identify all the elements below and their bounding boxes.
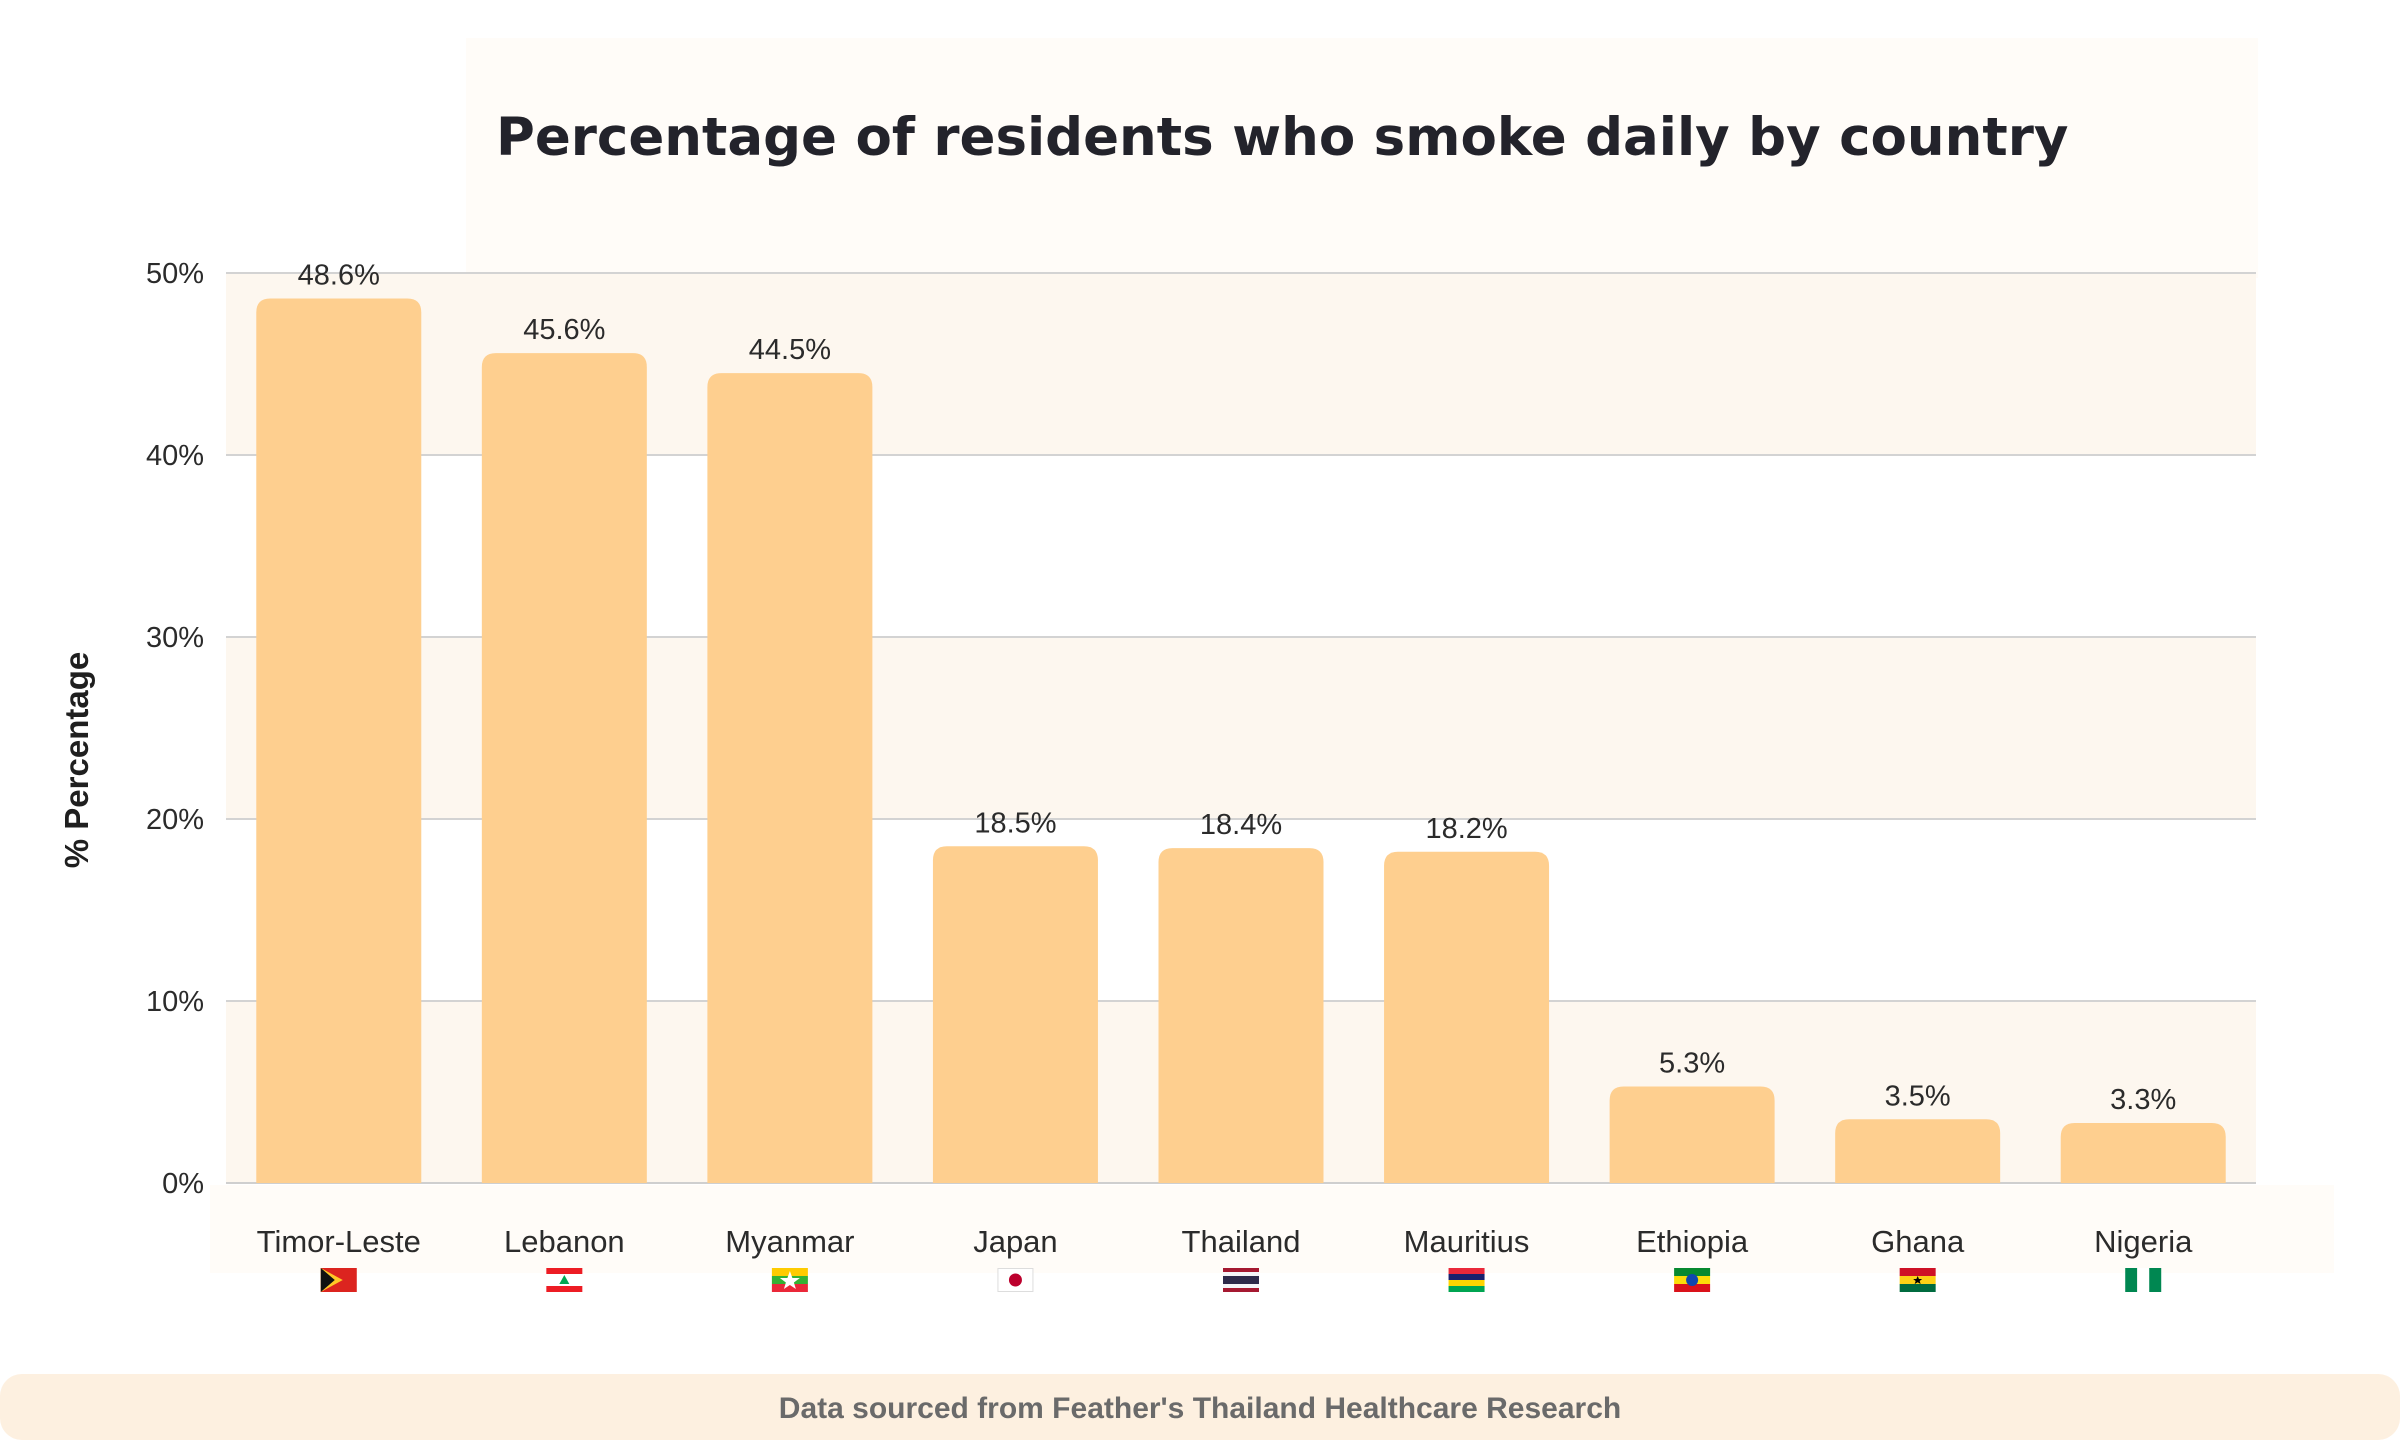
y-axis-ticks: 0% 10% 20% 30% 40% 50% — [146, 258, 204, 1200]
y-tick-label: 0% — [162, 1168, 204, 1200]
bar-ethiopia — [1609, 1086, 1775, 1183]
japan-flag-icon — [997, 1268, 1034, 1292]
thailand-flag-icon — [1223, 1268, 1259, 1292]
mauritius-flag-icon — [1448, 1268, 1485, 1292]
category-label: Mauritius — [1404, 1224, 1530, 1259]
y-tick-label: 20% — [146, 804, 204, 836]
value-label: 5.3% — [1659, 1048, 1725, 1080]
title-panel — [466, 38, 2258, 278]
bars — [256, 298, 2226, 1184]
category-labels: Timor-Leste Lebanon Myanmar Japan Thailand Ma… — [257, 1224, 2193, 1259]
ghana-flag-icon — [1899, 1268, 1936, 1292]
myanmar-flag-icon — [771, 1268, 808, 1292]
value-label: 44.5% — [749, 334, 831, 366]
footer-source: Data sourced from Feather's Thailand Hea… — [779, 1392, 1621, 1425]
category-label: Timor-Leste — [257, 1224, 421, 1259]
bar-lebanon — [481, 353, 647, 1184]
bar-myanmar — [707, 373, 873, 1184]
value-label: 18.2% — [1425, 813, 1507, 845]
nigeria-flag-icon — [2125, 1268, 2162, 1292]
y-tick-label: 50% — [146, 258, 204, 290]
footer-bar — [0, 1374, 2400, 1440]
category-panel — [210, 1185, 2334, 1273]
y-tick-label: 10% — [146, 986, 204, 1018]
category-label: Thailand — [1182, 1224, 1301, 1259]
ethiopia-flag-icon — [1674, 1268, 1711, 1292]
timor-leste-flag-icon — [320, 1268, 357, 1292]
value-label: 3.3% — [2110, 1084, 2176, 1116]
bar-nigeria — [2060, 1122, 2226, 1183]
bar-thailand — [1158, 848, 1324, 1183]
category-label: Nigeria — [2094, 1224, 2193, 1259]
bar-ghana — [1835, 1119, 2001, 1183]
value-label: 3.5% — [1885, 1080, 1951, 1112]
value-labels: 48.6% 45.6% 44.5% 18.5% 18.4% 18.2% 5.3% 3.5% 3.… — [298, 259, 2177, 1115]
lebanon-flag-icon — [546, 1268, 583, 1292]
category-label: Ghana — [1871, 1224, 1965, 1259]
category-label: Myanmar — [725, 1224, 854, 1259]
value-label: 18.4% — [1200, 809, 1282, 841]
category-label: Japan — [973, 1224, 1057, 1259]
y-tick-label: 40% — [146, 440, 204, 472]
value-label: 48.6% — [298, 259, 380, 291]
flags — [320, 1268, 2162, 1292]
value-label: 45.6% — [523, 314, 605, 346]
chart-title: Percentage of residents who smoke daily … — [496, 107, 2068, 168]
category-label: Ethiopia — [1636, 1224, 1749, 1259]
bar-japan — [932, 846, 1098, 1183]
y-axis-label: % Percentage — [58, 652, 95, 868]
bar-mauritius — [1384, 851, 1550, 1183]
value-label: 18.5% — [974, 807, 1056, 839]
category-label: Lebanon — [504, 1224, 625, 1259]
y-tick-label: 30% — [146, 622, 204, 654]
bar-timor-leste — [256, 298, 422, 1184]
